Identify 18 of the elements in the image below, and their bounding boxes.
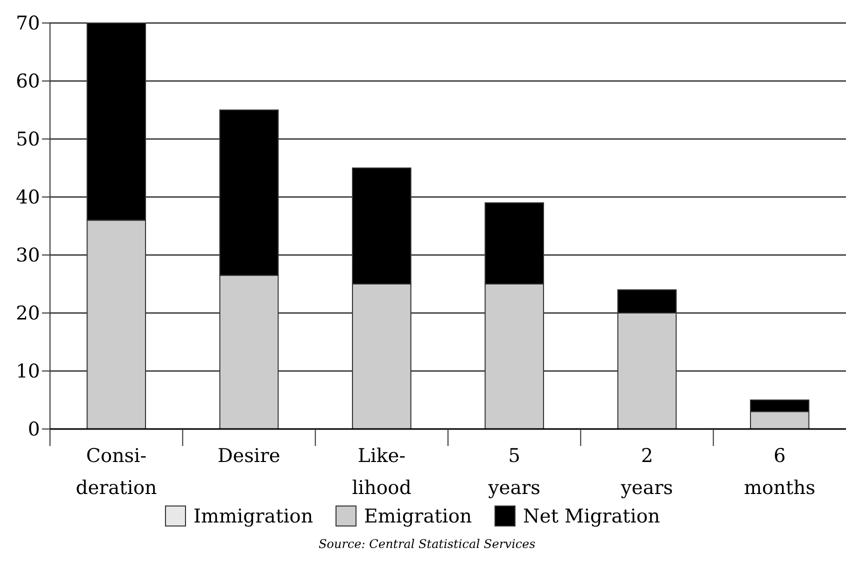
y-tick-label: 70 [16, 12, 40, 35]
legend-label: Immigration [194, 506, 314, 528]
y-tick-label: 40 [16, 186, 40, 209]
x-tick-label: 5 years [487, 445, 540, 499]
x-tick-label: Consi- deration [76, 445, 157, 499]
legend-label: Emigration [364, 506, 472, 528]
y-tick-label: 20 [16, 302, 40, 325]
y-tick-label: 50 [16, 128, 40, 151]
x-tick-label: 2 years [620, 445, 674, 499]
x-tick-label: Like- lihood [352, 445, 412, 499]
y-tick-label: 60 [16, 70, 40, 93]
source-note: Source: Central Statistical Services [318, 537, 536, 551]
legend-label: Net Migration [523, 506, 660, 528]
y-tick-label: 0 [28, 418, 40, 441]
x-tick-label: 6 months [744, 445, 816, 499]
y-tick-label: 30 [16, 244, 40, 267]
y-tick-label: 10 [16, 360, 40, 383]
x-tick-label: Desire [218, 445, 280, 467]
